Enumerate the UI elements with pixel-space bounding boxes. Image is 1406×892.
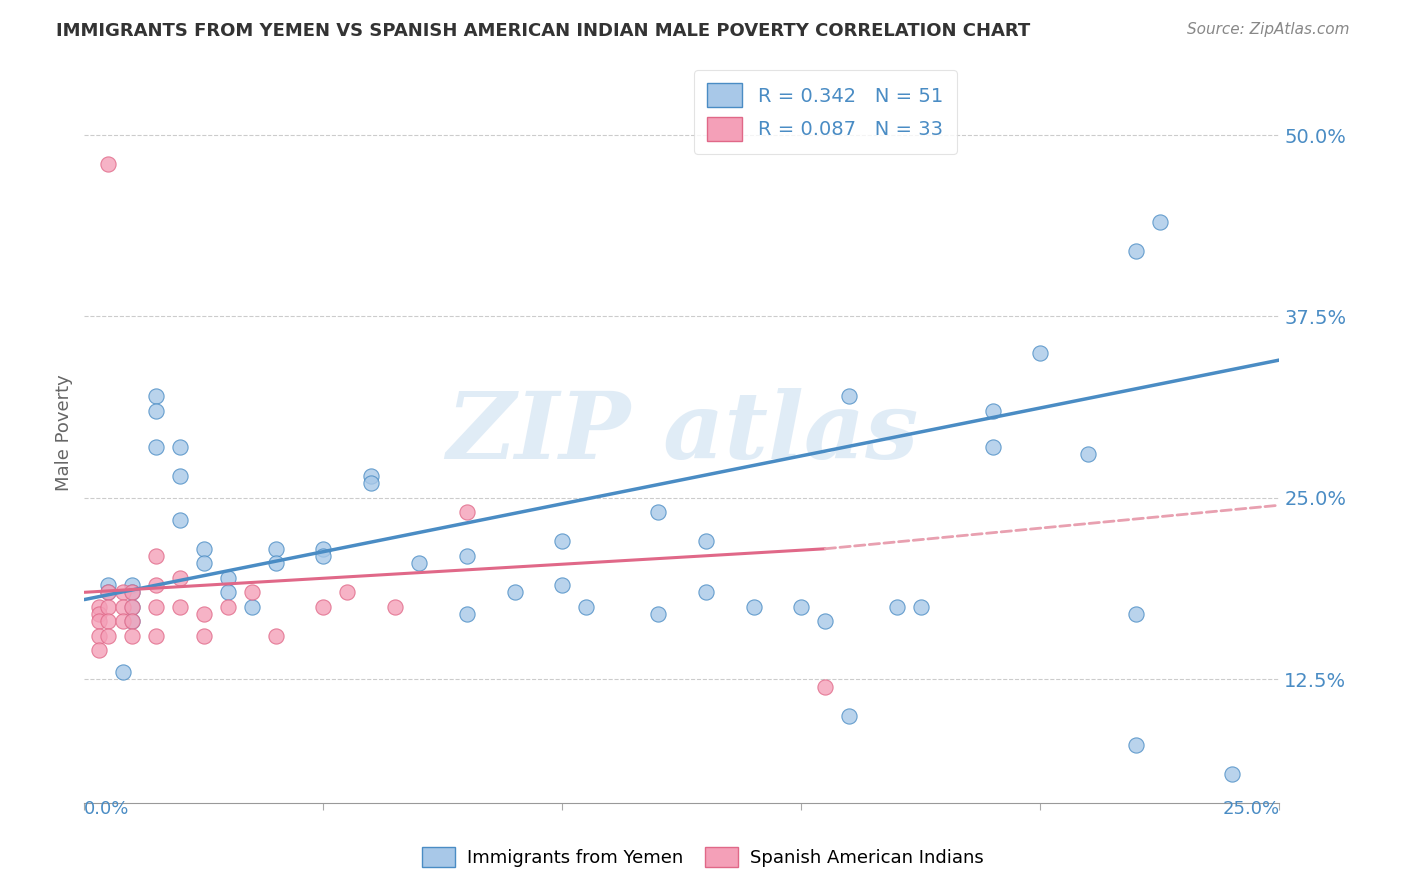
Point (97, 585, 120, 599)
Point (217, 571, 239, 585)
Point (121, 585, 143, 599)
Point (814, 615, 837, 629)
Point (456, 607, 478, 621)
Point (838, 389, 860, 403)
Point (981, 440, 1004, 454)
Point (121, 599, 143, 614)
Y-axis label: Male Poverty: Male Poverty (55, 375, 73, 491)
Point (145, 629, 167, 643)
Point (264, 556, 287, 570)
Text: ZIP atlas: ZIP atlas (446, 388, 918, 477)
Point (1029, 345, 1052, 359)
Point (1125, 607, 1147, 621)
Point (169, 513, 191, 527)
Point (193, 607, 215, 621)
Point (145, 578, 167, 592)
Text: Source: ZipAtlas.com: Source: ZipAtlas.com (1187, 22, 1350, 37)
Point (240, 599, 263, 614)
Point (169, 469, 191, 483)
Point (121, 578, 143, 592)
Point (87, 615, 110, 629)
Point (97, 578, 120, 592)
Point (838, 708, 860, 723)
Point (87, 599, 110, 614)
Legend: R = 0.342   N = 51, R = 0.087   N = 33: R = 0.342 N = 51, R = 0.087 N = 33 (693, 70, 957, 154)
Point (87, 629, 110, 643)
Point (145, 549, 167, 563)
Legend: Immigrants from Yemen, Spanish American Indians: Immigrants from Yemen, Spanish American … (415, 839, 991, 874)
Point (1125, 738, 1147, 752)
Point (169, 440, 191, 454)
Point (240, 585, 263, 599)
Point (97, 585, 120, 599)
Point (121, 599, 143, 614)
Point (145, 440, 167, 454)
Text: 0.0%: 0.0% (84, 800, 129, 819)
Point (551, 578, 574, 592)
Point (551, 534, 574, 549)
Point (1125, 244, 1147, 259)
Point (312, 549, 335, 563)
Point (193, 541, 215, 556)
Point (503, 585, 526, 599)
Text: 25.0%: 25.0% (1222, 800, 1279, 819)
Point (312, 599, 335, 614)
Point (886, 599, 908, 614)
Point (1077, 447, 1099, 461)
Point (456, 506, 478, 520)
Point (790, 599, 813, 614)
Point (111, 615, 134, 629)
Point (169, 599, 191, 614)
Point (695, 585, 717, 599)
Point (97, 615, 120, 629)
Point (145, 389, 167, 403)
Point (111, 585, 134, 599)
Point (169, 571, 191, 585)
Point (814, 680, 837, 694)
Point (647, 607, 669, 621)
Point (647, 506, 669, 520)
Point (111, 599, 134, 614)
Point (1220, 766, 1243, 780)
Point (264, 541, 287, 556)
Point (97, 599, 120, 614)
Point (910, 599, 932, 614)
Point (97, 629, 120, 643)
Point (193, 556, 215, 570)
Point (193, 629, 215, 643)
Point (312, 541, 335, 556)
Point (981, 404, 1004, 418)
Point (121, 615, 143, 629)
Point (408, 556, 430, 570)
Point (87, 643, 110, 657)
Point (121, 585, 143, 599)
Point (360, 476, 382, 491)
Point (217, 599, 239, 614)
Point (384, 599, 406, 614)
Point (456, 549, 478, 563)
Point (336, 585, 359, 599)
Point (217, 585, 239, 599)
Point (575, 599, 598, 614)
Point (695, 534, 717, 549)
Point (121, 629, 143, 643)
Point (742, 599, 765, 614)
Point (87, 607, 110, 621)
Point (121, 615, 143, 629)
Point (97, 157, 120, 171)
Point (360, 469, 382, 483)
Point (145, 599, 167, 614)
Point (145, 404, 167, 418)
Point (1149, 215, 1171, 229)
Point (264, 629, 287, 643)
Text: IMMIGRANTS FROM YEMEN VS SPANISH AMERICAN INDIAN MALE POVERTY CORRELATION CHART: IMMIGRANTS FROM YEMEN VS SPANISH AMERICA… (56, 22, 1031, 40)
Point (111, 665, 134, 680)
